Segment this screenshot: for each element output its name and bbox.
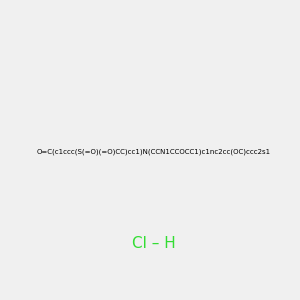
Text: Cl – H: Cl – H xyxy=(132,236,176,251)
Text: O=C(c1ccc(S(=O)(=O)CC)cc1)N(CCN1CCOCC1)c1nc2cc(OC)ccc2s1: O=C(c1ccc(S(=O)(=O)CC)cc1)N(CCN1CCOCC1)c… xyxy=(37,148,271,155)
